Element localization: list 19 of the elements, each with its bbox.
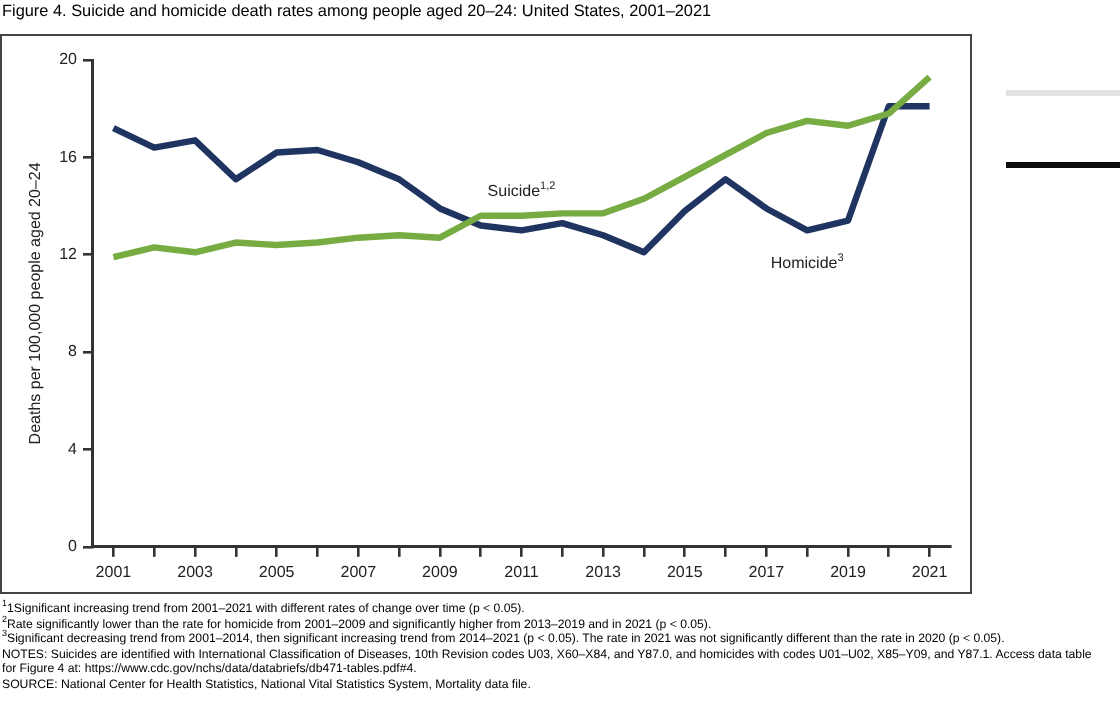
x-tick-label: 2007	[340, 562, 378, 581]
y-tick-label: 4	[68, 439, 79, 458]
y-tick-label: 16	[59, 147, 79, 166]
x-tick-label: 2003	[177, 562, 214, 581]
x-tick-label: 2009	[422, 562, 459, 581]
x-tick-label: 2015	[666, 562, 704, 581]
x-tick-label: 2017	[748, 562, 786, 581]
y-tick-label: 0	[68, 537, 79, 556]
x-tick-label: 2021	[911, 562, 949, 581]
y-tick-label: 12	[59, 245, 79, 264]
y-tick-label: 8	[68, 342, 79, 361]
y-axis-title: Deaths per 100,000 people aged 20–24	[26, 161, 45, 445]
y-tick-label: 20	[59, 50, 79, 69]
x-tick-label: 2005	[258, 562, 296, 581]
x-tick-label: 2013	[585, 562, 623, 581]
x-tick-label: 2019	[830, 562, 867, 581]
chart-title: Figure 4. Suicide and homicide death rates among people aged 20–24: United States, 2001–2021	[2, 2, 712, 20]
x-tick-label: 2001	[95, 562, 133, 581]
x-tick-label: 2011	[504, 562, 540, 581]
